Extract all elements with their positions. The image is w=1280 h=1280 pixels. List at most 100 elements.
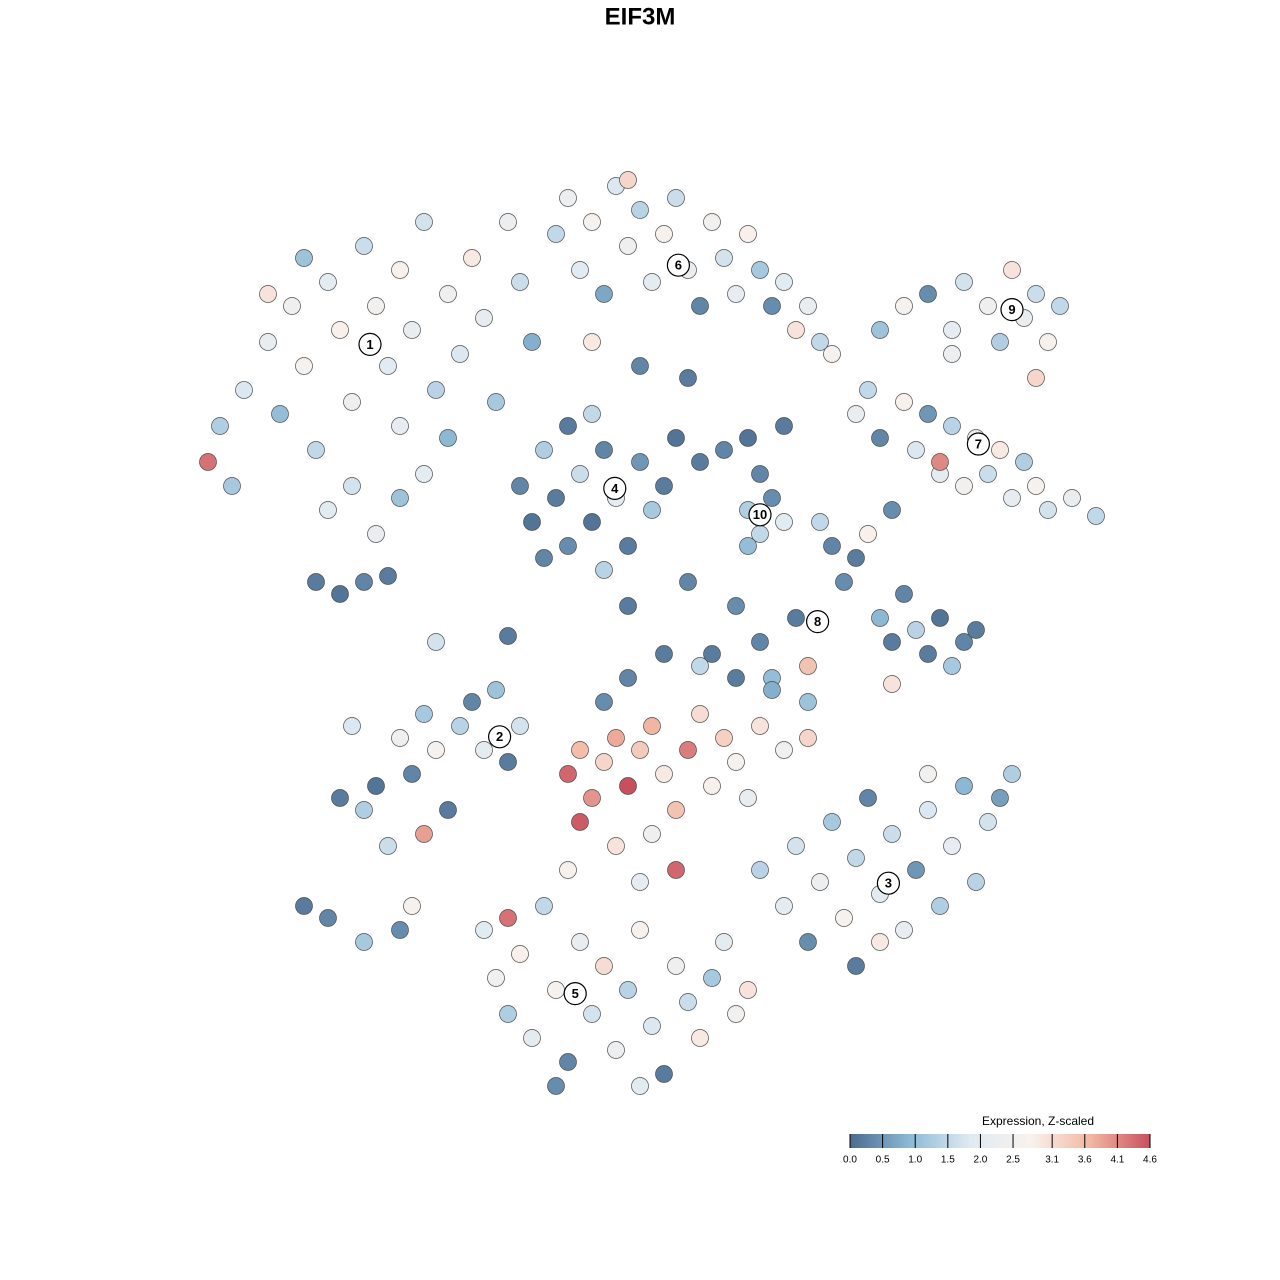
point: [499, 753, 517, 771]
point: [451, 345, 469, 363]
point: [571, 741, 589, 759]
point: [859, 381, 877, 399]
cluster-label: 2: [496, 729, 503, 744]
point: [439, 801, 457, 819]
point: [559, 537, 577, 555]
point: [643, 825, 661, 843]
point: [871, 609, 889, 627]
cluster-marker: [358, 332, 382, 356]
point: [751, 465, 769, 483]
point: [1027, 477, 1045, 495]
point: [427, 633, 445, 651]
point: [691, 657, 709, 675]
point: [463, 693, 481, 711]
point: [943, 345, 961, 363]
point: [391, 921, 409, 939]
point: [391, 489, 409, 507]
point: [559, 765, 577, 783]
point: [295, 249, 313, 267]
cluster-label: 10: [753, 507, 767, 522]
point: [391, 729, 409, 747]
point: [547, 225, 565, 243]
point: [703, 645, 721, 663]
point: [727, 1005, 745, 1023]
point: [703, 969, 721, 987]
point: [847, 405, 865, 423]
cluster-label: 4: [611, 481, 619, 496]
point: [595, 957, 613, 975]
point: [355, 237, 373, 255]
point: [739, 429, 757, 447]
point: [355, 573, 373, 591]
point: [475, 309, 493, 327]
point: [967, 621, 985, 639]
cluster-labels: 1 2 3 4 5 6 7 8 9 10: [358, 253, 1024, 1006]
point: [367, 525, 385, 543]
point: [835, 909, 853, 927]
point: [535, 549, 553, 567]
point: [643, 501, 661, 519]
point: [211, 417, 229, 435]
point: [1027, 285, 1045, 303]
point: [883, 675, 901, 693]
point: [691, 297, 709, 315]
point: [379, 567, 397, 585]
cluster-label: 1: [366, 337, 373, 352]
point: [415, 825, 433, 843]
point: [523, 1029, 541, 1047]
point: [1003, 261, 1021, 279]
point: [991, 441, 1009, 459]
cluster-marker: [666, 253, 691, 277]
point: [727, 597, 745, 615]
point: [1039, 501, 1057, 519]
point: [331, 585, 349, 603]
point: [727, 285, 745, 303]
point: [523, 513, 541, 531]
point: [619, 171, 637, 189]
point: [487, 681, 505, 699]
point: [739, 981, 757, 999]
point: [955, 777, 973, 795]
point: [1015, 453, 1033, 471]
point: [955, 273, 973, 291]
point: [907, 441, 925, 459]
point: [415, 705, 433, 723]
point: [583, 1005, 601, 1023]
points: [199, 171, 1105, 1095]
point: [439, 429, 457, 447]
point: [1027, 369, 1045, 387]
point: [715, 729, 733, 747]
point: [643, 717, 661, 735]
point: [271, 405, 289, 423]
point: [643, 273, 661, 291]
point: [871, 321, 889, 339]
point: [715, 933, 733, 951]
point: [799, 693, 817, 711]
point: [283, 297, 301, 315]
point: [787, 321, 805, 339]
point: [547, 981, 565, 999]
point: [559, 417, 577, 435]
point: [499, 1005, 517, 1023]
point: [367, 297, 385, 315]
point: [583, 213, 601, 231]
point: [799, 657, 817, 675]
point: [991, 789, 1009, 807]
point: [667, 957, 685, 975]
point: [379, 837, 397, 855]
cluster-marker: [488, 725, 512, 749]
cluster-marker: [1000, 298, 1024, 322]
point: [859, 789, 877, 807]
color-tick-label: 0.5: [876, 1155, 890, 1166]
cluster-label: 5: [572, 986, 579, 1001]
point: [607, 1041, 625, 1059]
point: [787, 837, 805, 855]
point: [955, 477, 973, 495]
point: [703, 213, 721, 231]
point: [631, 873, 649, 891]
point: [1003, 489, 1021, 507]
point: [775, 513, 793, 531]
point: [355, 933, 373, 951]
point: [511, 477, 529, 495]
cluster-marker: [966, 432, 991, 456]
